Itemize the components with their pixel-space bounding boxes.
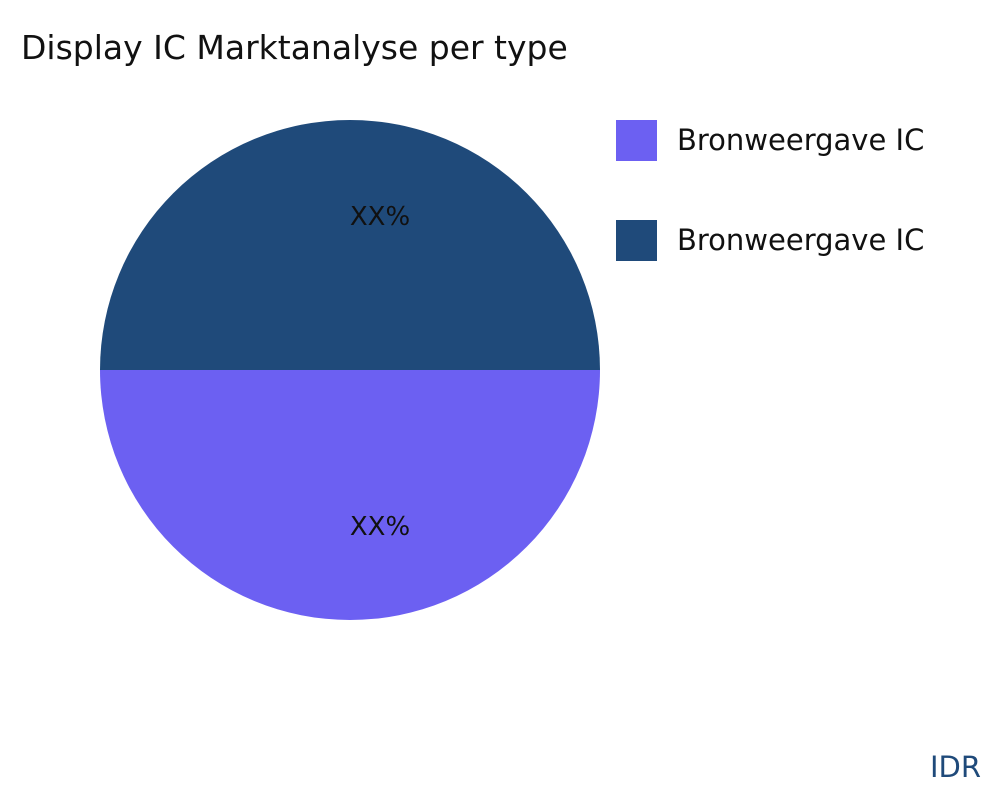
slice-label-2: XX%	[350, 202, 410, 232]
legend-label-2: Bronweergave IC	[677, 223, 925, 257]
legend-swatch-2	[616, 219, 657, 261]
chart-title: Display IC Marktanalyse per type	[21, 28, 568, 67]
legend-label-1: Bronweergave IC	[677, 123, 925, 157]
legend-swatch-1	[616, 119, 657, 161]
slice-label-1: XX%	[350, 512, 410, 542]
legend-item-1[interactable]: Bronweergave IC	[616, 119, 925, 161]
legend-item-2[interactable]: Bronweergave IC	[616, 219, 925, 261]
source-logo-text: IDR	[929, 750, 981, 784]
pie-slice-2[interactable]	[100, 120, 600, 370]
legend: Bronweergave IC Bronweergave IC	[616, 119, 925, 320]
pie-slice-1[interactable]	[100, 370, 600, 620]
